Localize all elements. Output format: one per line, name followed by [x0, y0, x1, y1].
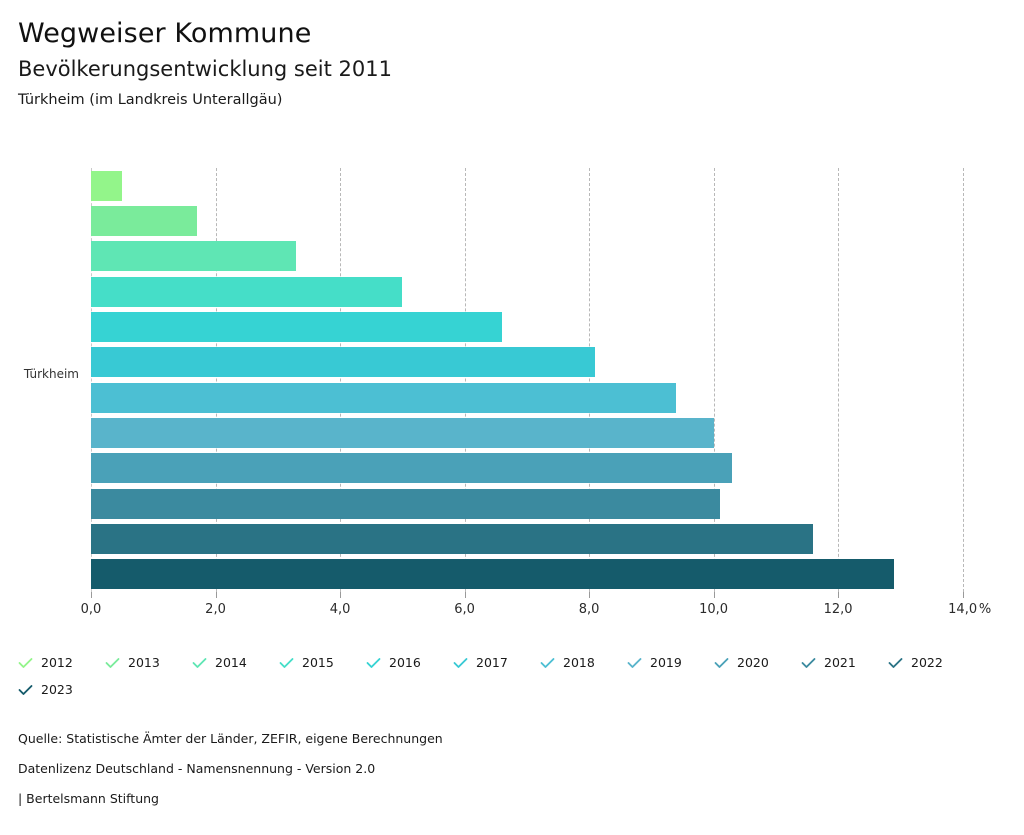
- footer: Quelle: Statistische Ämter der Länder, Z…: [18, 731, 443, 806]
- check-icon: [801, 658, 816, 669]
- x-axis-tick-label: 8,0: [578, 602, 600, 617]
- check-icon: [453, 658, 468, 669]
- bar-fill: [91, 170, 123, 201]
- bar-series-group: [91, 168, 967, 592]
- bar-fill: [91, 418, 714, 448]
- legend-label: 2023: [41, 681, 73, 697]
- legend-item-2014[interactable]: 2014: [192, 655, 279, 670]
- bar-2012[interactable]: [91, 170, 123, 201]
- legend-item-2019[interactable]: 2019: [627, 655, 714, 670]
- bar-fill: [91, 347, 596, 378]
- bar-fill: [91, 312, 502, 342]
- bar-2014[interactable]: [91, 241, 297, 272]
- x-axis-tick-label: 2,0: [205, 602, 226, 617]
- x-axis-tick: [464, 592, 466, 598]
- x-axis-tick: [215, 592, 217, 598]
- page-subtitle: Bevölkerungsentwicklung seit 2011: [18, 57, 392, 82]
- y-axis-category-label: Türkheim: [23, 367, 79, 381]
- legend-item-2022[interactable]: 2022: [888, 655, 975, 670]
- legend-label: 2019: [650, 655, 682, 670]
- x-axis-tick: [589, 592, 591, 598]
- chart-area: Türkheim: [0, 155, 1024, 610]
- header: Wegweiser Kommune Bevölkerungsentwicklun…: [0, 0, 1024, 109]
- legend-label: 2014: [215, 655, 247, 670]
- check-icon: [540, 658, 555, 669]
- legend-item-2012[interactable]: 2012: [18, 655, 105, 670]
- legend-label: 2015: [302, 655, 334, 670]
- check-icon: [18, 684, 33, 695]
- bar-fill: [91, 488, 720, 519]
- legend-label: 2020: [737, 655, 769, 670]
- legend: 2012 2013 2014 2015 2016 2017 2018 2019 2020 2021…: [18, 655, 1008, 697]
- x-axis-tick: [962, 592, 964, 598]
- legend-label: 2013: [128, 655, 160, 670]
- x-axis-tick: [91, 592, 92, 598]
- bar-fill: [91, 382, 677, 413]
- y-axis-labels: Türkheim: [0, 168, 91, 592]
- check-icon: [105, 658, 120, 669]
- bar-2020[interactable]: [91, 453, 733, 484]
- legend-label: 2017: [476, 655, 508, 670]
- footer-license: Datenlizenz Deutschland - Namensnennung …: [18, 761, 376, 776]
- legend-item-2020[interactable]: 2020: [714, 655, 801, 670]
- bar-2017[interactable]: [91, 347, 596, 378]
- x-axis-tick-label: 12,0: [823, 602, 853, 617]
- legend-label: 2022: [911, 655, 943, 670]
- bar-fill: [91, 524, 814, 554]
- legend-item-2016[interactable]: 2016: [366, 655, 453, 670]
- footer-publisher: | Bertelsmann Stiftung: [18, 791, 159, 806]
- x-axis-tick: [838, 592, 840, 598]
- bar-2016[interactable]: [91, 312, 502, 342]
- x-axis: % 0,0 2,0 4,0 6,0 8,0 10,0 12,0 14,0: [0, 592, 1024, 632]
- x-axis-tick-label: 10,0: [699, 602, 729, 617]
- legend-label: 2012: [41, 655, 73, 670]
- legend-item-2013[interactable]: 2013: [105, 655, 192, 670]
- x-axis-tick-label: 6,0: [454, 602, 475, 617]
- x-axis-tick: [340, 592, 342, 598]
- legend-item-2023[interactable]: 2023: [18, 681, 105, 697]
- place-label: Türkheim (im Landkreis Unterallgäu): [18, 92, 283, 109]
- x-axis-tick: [713, 592, 715, 598]
- x-axis-tick-label: 4,0: [329, 602, 351, 617]
- legend-item-2017[interactable]: 2017: [453, 655, 540, 670]
- check-icon: [192, 658, 207, 669]
- bar-fill: [91, 241, 297, 272]
- legend-item-2018[interactable]: 2018: [540, 655, 627, 670]
- bar-2022[interactable]: [91, 524, 814, 554]
- x-axis-tick-label: 0,0: [80, 602, 102, 617]
- check-icon: [279, 658, 294, 669]
- check-icon: [18, 658, 33, 669]
- check-icon: [714, 658, 729, 669]
- check-icon: [627, 658, 642, 669]
- x-axis-unit: %: [978, 602, 992, 617]
- legend-label: 2016: [389, 655, 421, 670]
- check-icon: [366, 658, 381, 669]
- plot-area: [91, 168, 967, 592]
- page-title: Wegweiser Kommune: [18, 18, 312, 49]
- bar-fill: [91, 453, 733, 484]
- footer-source: Quelle: Statistische Ämter der Länder, Z…: [18, 731, 443, 746]
- bar-2013[interactable]: [91, 206, 197, 236]
- bar-2018[interactable]: [91, 382, 677, 413]
- bar-fill: [91, 276, 403, 307]
- legend-label: 2021: [824, 655, 856, 670]
- bar-fill: [91, 559, 895, 590]
- bar-fill: [91, 206, 197, 236]
- bar-2021[interactable]: [91, 488, 720, 519]
- bar-2023[interactable]: [91, 559, 895, 590]
- legend-label: 2018: [563, 655, 595, 670]
- check-icon: [888, 658, 903, 669]
- bar-2019[interactable]: [91, 418, 714, 448]
- legend-item-2021[interactable]: 2021: [801, 655, 888, 670]
- bar-2015[interactable]: [91, 276, 403, 307]
- legend-item-2015[interactable]: 2015: [279, 655, 366, 670]
- x-axis-tick-label: 14,0: [948, 602, 978, 617]
